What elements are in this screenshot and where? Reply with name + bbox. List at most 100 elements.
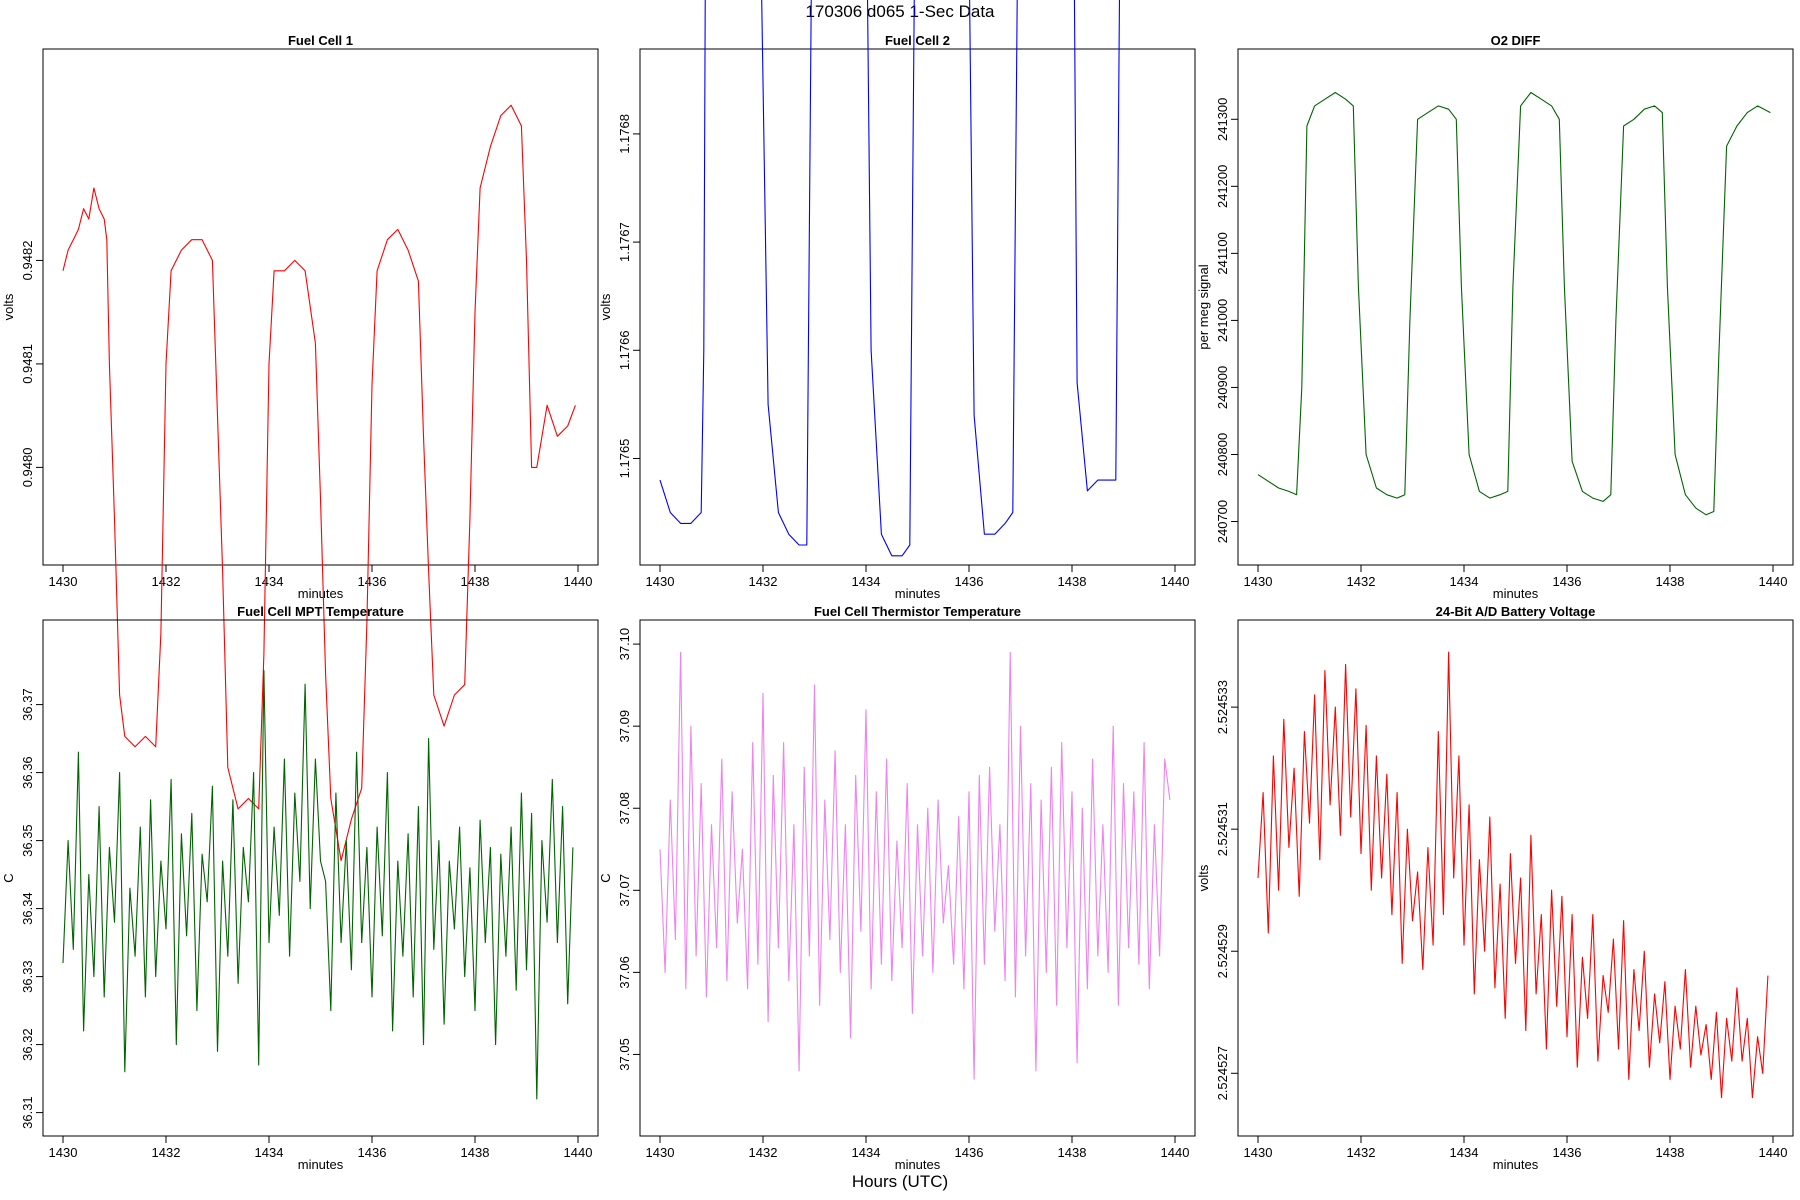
x-tick-label: 1432: [152, 1145, 181, 1160]
plot-title: Fuel Cell 1: [288, 33, 353, 48]
x-tick-label: 1432: [749, 574, 778, 589]
y-tick-label: 241100: [1215, 232, 1230, 274]
y-tick-label: 1.1767: [617, 222, 632, 262]
x-tick-label: 1432: [1347, 1145, 1376, 1160]
y-tick-label: 2.524527: [1215, 1046, 1230, 1100]
x-tick-label: 1436: [358, 574, 387, 589]
x-tick-label: 1430: [49, 1145, 78, 1160]
y-axis-label: C: [598, 873, 613, 882]
x-tick-label: 1432: [749, 1145, 778, 1160]
chart-panel-1: Fuel Cell 1 1430 1432 1434 1436 1438 1440 minut…: [1, 33, 599, 862]
x-tick-label: 1436: [955, 574, 984, 589]
x-tick-label: 1430: [1244, 574, 1273, 589]
x-tick-label: 1438: [461, 574, 490, 589]
y-tick-label: 241200: [1215, 165, 1230, 208]
y-tick-label: 240800: [1215, 433, 1230, 476]
y-tick-label: 240900: [1215, 366, 1230, 409]
x-tick-label: 1432: [152, 574, 181, 589]
y-tick-label: 0.9481: [20, 344, 35, 384]
x-tick-label: 1440: [1759, 1145, 1788, 1160]
plot-frame: [42, 619, 599, 1137]
y-tick-label: 37.06: [617, 956, 632, 989]
series-line: [62, 670, 574, 1100]
series-line: [62, 104, 576, 862]
y-tick-label: 0.9482: [20, 241, 35, 281]
y-tick-label: 36.33: [20, 960, 35, 993]
x-tick-label: 1440: [1161, 574, 1190, 589]
footer-xlabel: Hours (UTC): [851, 1172, 949, 1191]
x-tick-label: 1436: [358, 1145, 387, 1160]
y-tick-label: 1.1765: [617, 439, 632, 479]
chart-panel-5: Fuel Cell Thermistor Temperature 1430 1432…: [598, 604, 1196, 1172]
x-tick-label: 1434: [1450, 1145, 1479, 1160]
y-tick-label: 37.05: [617, 1038, 632, 1071]
x-tick-label: 1432: [1347, 574, 1376, 589]
x-tick-label: 1434: [255, 574, 284, 589]
plot-frame: [42, 48, 599, 566]
plot-frame: [639, 48, 1196, 566]
y-tick-label: 36.34: [20, 892, 35, 925]
chart-panel-3: O2 DIFF 1430 1432 1434 1436 1438 1440 minutes 24…: [1196, 33, 1794, 601]
y-tick-label: 37.07: [617, 874, 632, 907]
x-tick-label: 1434: [852, 574, 881, 589]
x-tick-label: 1438: [1058, 1145, 1087, 1160]
x-tick-label: 1440: [564, 574, 593, 589]
y-tick-label: 1.1766: [617, 330, 632, 370]
y-axis-label: per meg signal: [1196, 264, 1211, 349]
x-axis-label: minutes: [1493, 1157, 1539, 1172]
chart-panel-2: Fuel Cell 2 1430 1432 1434 1436 1438 1440 minut…: [598, 0, 1196, 601]
plot-frame: [1237, 619, 1794, 1137]
x-tick-label: 1440: [1161, 1145, 1190, 1160]
x-tick-label: 1434: [852, 1145, 881, 1160]
x-tick-label: 1434: [255, 1145, 284, 1160]
x-tick-label: 1434: [1450, 574, 1479, 589]
x-tick-label: 1430: [646, 1145, 675, 1160]
series-line: [659, 0, 1121, 557]
chart-panel-4: Fuel Cell MPT Temperature 1430 1432 1434 143…: [1, 604, 599, 1172]
y-axis-label: volts: [1, 293, 16, 320]
y-tick-label: 1.1768: [617, 114, 632, 154]
y-tick-label: 2.524529: [1215, 924, 1230, 978]
plot-title: Fuel Cell Thermistor Temperature: [814, 604, 1021, 619]
x-tick-label: 1440: [1759, 574, 1788, 589]
y-tick-label: 36.31: [20, 1096, 35, 1129]
x-tick-label: 1440: [564, 1145, 593, 1160]
y-axis-label: volts: [1196, 864, 1211, 891]
y-tick-label: 36.35: [20, 824, 35, 857]
y-tick-label: 37.09: [617, 710, 632, 743]
series-line: [1257, 651, 1769, 1099]
y-tick-label: 240700: [1215, 500, 1230, 543]
x-tick-label: 1438: [1656, 574, 1685, 589]
plot-title: Fuel Cell 2: [885, 33, 950, 48]
x-axis-label: minutes: [298, 1157, 344, 1172]
x-tick-label: 1438: [1656, 1145, 1685, 1160]
plot-title: O2 DIFF: [1491, 33, 1541, 48]
x-tick-label: 1438: [1058, 574, 1087, 589]
x-axis-label: minutes: [298, 586, 344, 601]
x-tick-label: 1430: [49, 574, 78, 589]
x-tick-label: 1436: [1553, 574, 1582, 589]
series-line: [659, 651, 1171, 1080]
x-axis-label: minutes: [895, 1157, 941, 1172]
y-tick-label: 36.37: [20, 688, 35, 721]
plot-title: 24-Bit A/D Battery Voltage: [1436, 604, 1596, 619]
y-tick-label: 241000: [1215, 299, 1230, 342]
y-tick-label: 2.524533: [1215, 680, 1230, 734]
y-tick-label: 37.10: [617, 628, 632, 661]
plot-title: Fuel Cell MPT Temperature: [237, 604, 404, 619]
y-tick-label: 0.9480: [20, 448, 35, 488]
plot-frame: [639, 619, 1196, 1137]
series-line: [1257, 91, 1771, 516]
y-tick-label: 36.36: [20, 756, 35, 789]
y-tick-label: 37.08: [617, 792, 632, 825]
plot-frame: [1237, 48, 1794, 566]
x-tick-label: 1436: [1553, 1145, 1582, 1160]
page-title: 170306 d065 1-Sec Data: [805, 2, 995, 21]
x-tick-label: 1436: [955, 1145, 984, 1160]
x-tick-label: 1438: [461, 1145, 490, 1160]
x-tick-label: 1430: [646, 574, 675, 589]
x-axis-label: minutes: [1493, 586, 1539, 601]
y-tick-label: 36.32: [20, 1028, 35, 1061]
x-axis-label: minutes: [895, 586, 941, 601]
